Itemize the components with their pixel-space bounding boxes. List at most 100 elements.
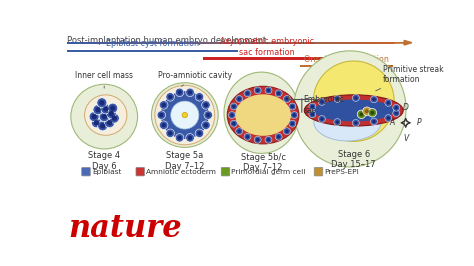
Circle shape <box>100 123 105 128</box>
Ellipse shape <box>224 72 299 153</box>
Circle shape <box>320 117 324 121</box>
Bar <box>219 41 223 44</box>
Bar <box>91 41 96 44</box>
Bar <box>186 41 191 44</box>
Circle shape <box>371 96 377 103</box>
Bar <box>112 41 117 44</box>
Bar <box>362 41 366 44</box>
Text: D: D <box>403 103 409 112</box>
Bar <box>305 41 309 44</box>
Circle shape <box>352 119 359 126</box>
Ellipse shape <box>314 103 381 141</box>
Ellipse shape <box>236 91 291 139</box>
Circle shape <box>162 123 166 127</box>
Circle shape <box>393 110 400 117</box>
Bar <box>153 41 157 44</box>
Circle shape <box>334 119 341 126</box>
FancyBboxPatch shape <box>314 167 323 176</box>
Bar <box>346 41 350 44</box>
Circle shape <box>159 101 168 109</box>
Bar <box>141 41 145 44</box>
Circle shape <box>289 103 296 110</box>
Circle shape <box>105 118 115 128</box>
Circle shape <box>363 107 371 115</box>
Bar <box>350 41 354 44</box>
Circle shape <box>99 100 105 105</box>
Ellipse shape <box>313 99 394 121</box>
Circle shape <box>101 114 107 119</box>
FancyArrow shape <box>395 40 412 45</box>
Circle shape <box>111 115 117 121</box>
Text: Inner cell mass: Inner cell mass <box>75 72 133 88</box>
Bar <box>309 41 313 44</box>
Circle shape <box>98 121 108 131</box>
Circle shape <box>232 122 236 125</box>
Circle shape <box>336 97 339 101</box>
Text: nature: nature <box>69 213 182 244</box>
Circle shape <box>285 130 289 133</box>
Bar <box>255 41 260 44</box>
Circle shape <box>89 112 99 122</box>
Bar <box>300 65 392 67</box>
Bar <box>120 41 125 44</box>
Circle shape <box>267 89 270 92</box>
Circle shape <box>230 120 237 127</box>
Bar <box>251 41 256 44</box>
Circle shape <box>285 97 289 101</box>
Bar <box>116 41 121 44</box>
Circle shape <box>159 113 164 117</box>
Circle shape <box>108 103 118 113</box>
Circle shape <box>336 120 339 124</box>
Circle shape <box>236 128 243 135</box>
Bar <box>239 41 244 44</box>
Bar <box>301 41 305 44</box>
Circle shape <box>372 120 376 123</box>
Circle shape <box>387 101 390 105</box>
Circle shape <box>310 113 314 116</box>
Circle shape <box>368 109 377 117</box>
Circle shape <box>334 95 341 102</box>
Circle shape <box>292 113 296 117</box>
Bar <box>313 41 318 44</box>
Circle shape <box>393 104 400 111</box>
Bar <box>75 41 80 44</box>
Circle shape <box>177 136 182 140</box>
Circle shape <box>175 134 184 142</box>
Circle shape <box>236 95 243 102</box>
Bar <box>104 41 109 44</box>
Circle shape <box>195 129 204 138</box>
Bar <box>108 41 112 44</box>
Bar <box>280 41 284 44</box>
Circle shape <box>265 87 272 94</box>
Bar <box>366 41 371 44</box>
Circle shape <box>166 129 174 138</box>
Bar <box>67 50 237 52</box>
Circle shape <box>171 101 199 129</box>
Text: Post-implantation human embryo development: Post-implantation human embryo developme… <box>67 36 266 45</box>
Bar <box>178 41 182 44</box>
Bar <box>202 41 207 44</box>
Circle shape <box>370 111 374 115</box>
Bar <box>333 41 338 44</box>
Circle shape <box>354 121 357 125</box>
Circle shape <box>232 105 236 108</box>
Circle shape <box>195 93 204 101</box>
Text: V: V <box>403 134 408 143</box>
Bar <box>260 41 264 44</box>
Circle shape <box>254 136 261 143</box>
Circle shape <box>365 109 369 113</box>
Bar <box>223 41 227 44</box>
Bar <box>165 41 170 44</box>
Circle shape <box>320 100 324 104</box>
Circle shape <box>97 98 107 108</box>
Bar <box>133 41 137 44</box>
Text: Stage 5b/c
Day 7–12: Stage 5b/c Day 7–12 <box>241 153 285 172</box>
Circle shape <box>186 134 194 142</box>
Circle shape <box>177 90 182 94</box>
Bar <box>272 41 276 44</box>
Circle shape <box>159 121 168 130</box>
Circle shape <box>354 96 357 100</box>
Bar <box>383 41 387 44</box>
Bar <box>284 41 289 44</box>
Ellipse shape <box>304 95 403 126</box>
